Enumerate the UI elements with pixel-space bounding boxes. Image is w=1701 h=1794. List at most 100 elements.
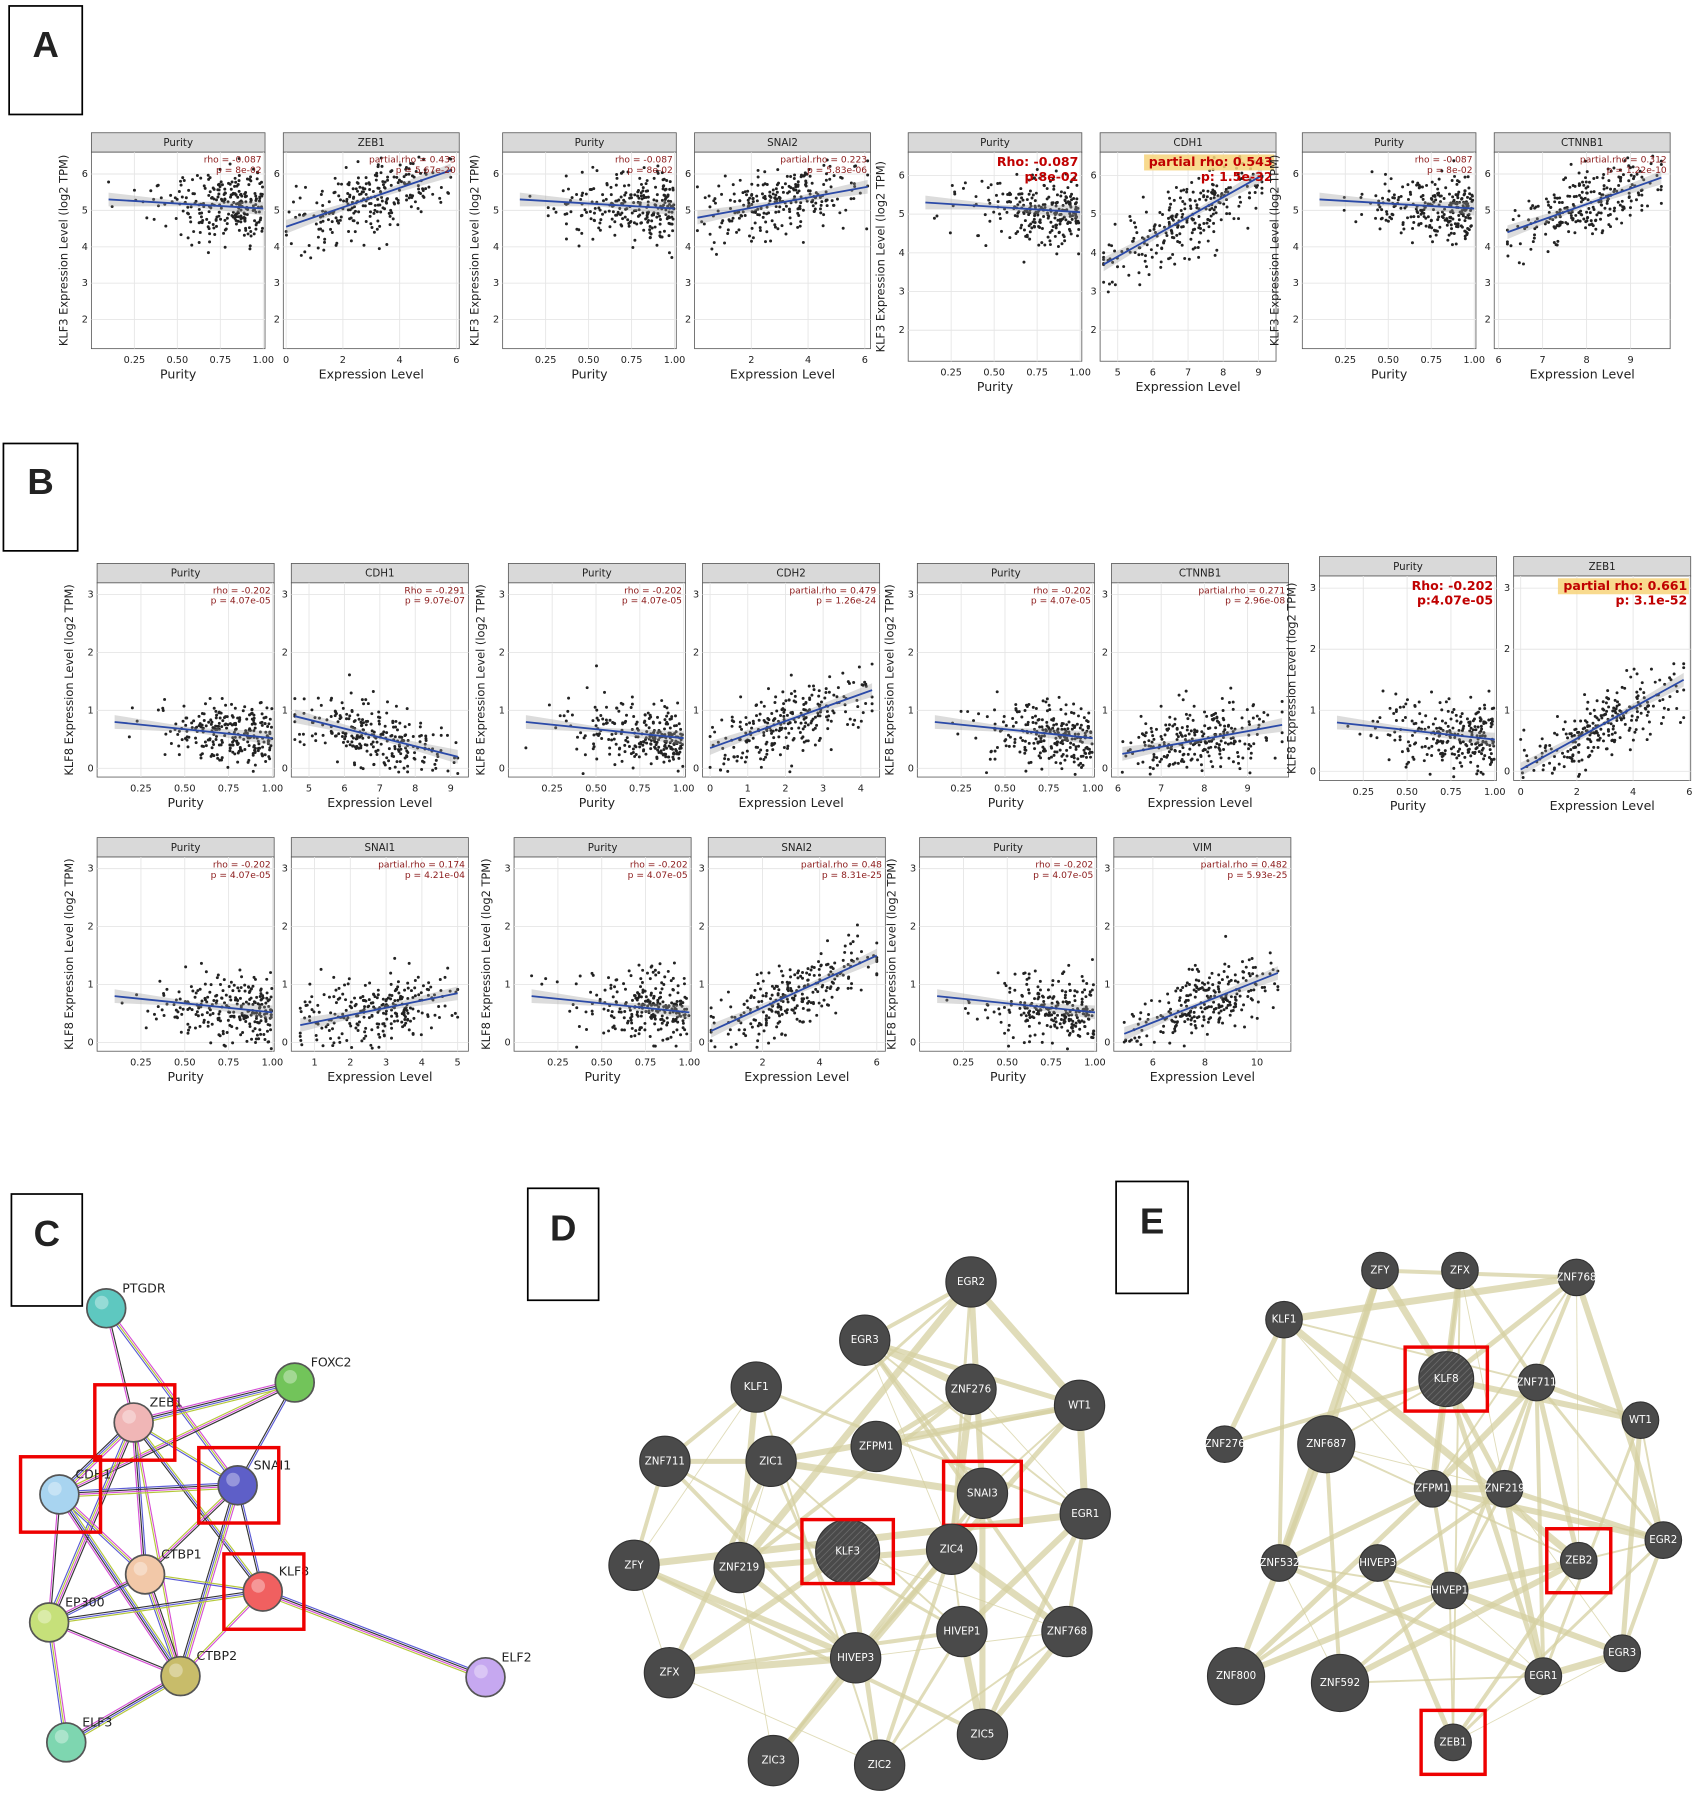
scatter-point <box>344 744 348 748</box>
x-tick-label: 5 <box>306 783 312 794</box>
scatter-point <box>738 720 742 724</box>
scatter-point <box>1253 191 1257 194</box>
scatter-point <box>770 712 774 715</box>
scatter-point <box>349 691 353 695</box>
scatter-point <box>161 706 165 710</box>
scatter-point <box>260 752 264 756</box>
scatter-point <box>358 192 362 196</box>
scatter-point <box>207 720 211 724</box>
scatter-point <box>1171 252 1175 256</box>
scatter-point <box>1073 772 1077 776</box>
scatter-point <box>182 179 186 183</box>
scatter-point <box>228 749 232 753</box>
scatter-point <box>1028 237 1032 241</box>
annotation: partial.rho = 0.312 <box>1580 156 1667 166</box>
scatter-point <box>219 1019 222 1023</box>
scatter-point <box>1248 191 1252 195</box>
scatter-point <box>1266 713 1270 717</box>
scatter-point <box>1199 763 1203 767</box>
scatter-point <box>778 726 782 730</box>
scatter-point <box>334 216 338 220</box>
scatter-point <box>1387 189 1391 193</box>
scatter-point <box>1236 751 1240 755</box>
scatter-point <box>249 197 253 201</box>
scatter-point <box>1008 193 1012 197</box>
scatter-point <box>310 734 314 738</box>
annotation: rho = -0.087 <box>1415 156 1473 166</box>
scatter-point <box>220 183 224 187</box>
scatter-point <box>1033 205 1037 209</box>
scatter-point <box>1437 215 1441 219</box>
scatter-point <box>329 714 333 718</box>
scatter-point <box>321 219 325 223</box>
scatter-point <box>361 190 365 194</box>
scatter-point <box>1640 193 1644 197</box>
scatter-point <box>205 1011 209 1015</box>
scatter-point <box>1209 745 1213 749</box>
scatter-point <box>950 184 954 188</box>
scatter-point <box>824 687 828 691</box>
scatter-point <box>621 702 625 706</box>
x-tick-label: 0 <box>707 783 713 794</box>
scatter-point <box>1560 201 1564 205</box>
scatter-point <box>344 717 348 721</box>
y-tick-label: 2 <box>1293 315 1299 326</box>
scatter-point <box>1070 217 1074 221</box>
scatter-point <box>702 222 706 226</box>
scatter-point <box>546 214 550 218</box>
y-tick-label: 2 <box>282 647 288 658</box>
scatter-point <box>639 191 643 195</box>
scatter-point <box>370 226 374 229</box>
scatter-point <box>1167 257 1171 261</box>
scatter-point <box>1653 680 1657 684</box>
scatter-point <box>1239 200 1243 204</box>
x-tick-label: 1.00 <box>253 355 275 366</box>
scatter-point <box>812 688 816 692</box>
scatter-point <box>301 213 305 217</box>
scatter-point <box>1166 190 1170 194</box>
scatter-point <box>591 237 595 241</box>
scatter-point <box>1063 239 1067 243</box>
scatter-point <box>254 194 258 198</box>
panel-label: C <box>34 1213 60 1254</box>
scatter-point <box>1448 192 1451 196</box>
scatter-point <box>316 235 320 239</box>
scatter-point <box>633 754 637 758</box>
scatter-point <box>1449 223 1453 227</box>
scatter-point <box>1550 771 1554 775</box>
scatter-point <box>298 1006 302 1010</box>
scatter-point <box>1593 714 1597 718</box>
y-tick-label: 6 <box>1090 170 1096 181</box>
scatter-point <box>1582 183 1586 187</box>
scatter-point <box>829 719 833 723</box>
scatter-point <box>1431 240 1435 244</box>
scatter-point <box>1592 708 1596 712</box>
scatter-point <box>248 244 252 248</box>
y-tick-label: 2 <box>82 315 88 326</box>
scatter-point <box>1032 217 1036 221</box>
scatter-point <box>1610 753 1614 757</box>
scatter-point <box>244 1000 248 1004</box>
scatter-point <box>413 200 417 204</box>
scatter-point <box>270 986 274 990</box>
scatter-point <box>619 223 623 227</box>
scatter-point <box>672 751 676 755</box>
scatter-point <box>1378 716 1382 720</box>
scatter-point <box>390 211 394 215</box>
scatter-point <box>608 746 612 750</box>
scatter-point <box>762 211 766 215</box>
annotation: p:8e-02 <box>1024 169 1078 184</box>
scatter-point <box>730 715 734 719</box>
scatter-point <box>356 181 360 185</box>
scatter-point <box>1538 744 1542 748</box>
scatter-point <box>1073 724 1077 728</box>
scatter-point <box>409 1019 412 1023</box>
scatter-point <box>1220 696 1224 700</box>
scatter-point <box>625 713 629 717</box>
scatter-point <box>1607 223 1611 227</box>
scatter-point <box>759 207 763 210</box>
strip-label: CDH2 <box>776 568 805 580</box>
scatter-point <box>1004 738 1008 742</box>
scatter-point <box>1152 755 1156 759</box>
y-tick-label: 4 <box>82 242 88 253</box>
